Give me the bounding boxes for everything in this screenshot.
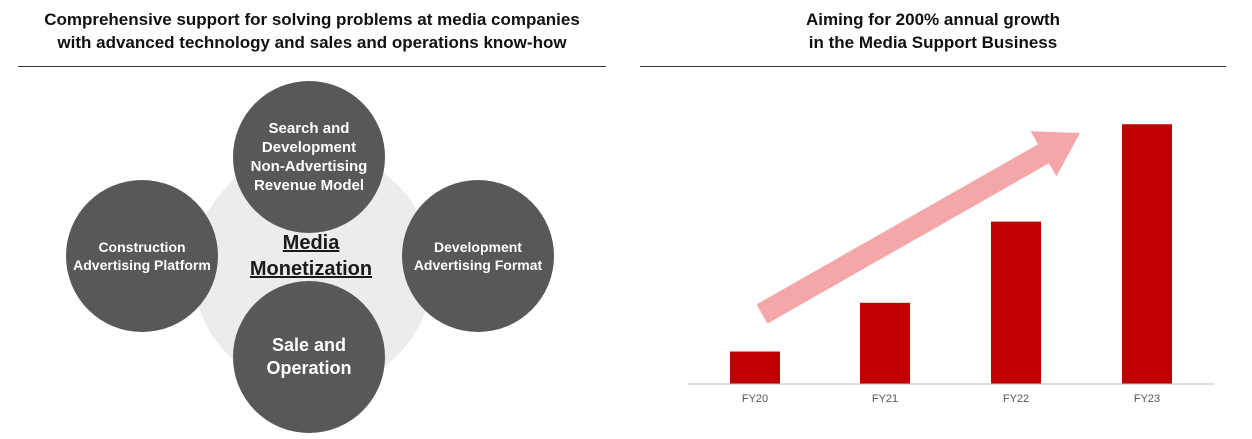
bar-fy23 — [1122, 124, 1172, 384]
trend-arrow-icon — [756, 131, 1080, 324]
right-title-divider — [640, 66, 1226, 67]
node-right-label: Development Advertising Format — [413, 239, 543, 273]
x-tick-label-fy20: FY20 — [742, 393, 768, 405]
left-panel-title: Comprehensive support for solving proble… — [44, 10, 580, 52]
x-tick-label-fy21: FY21 — [872, 393, 898, 405]
center-label-media-monetization: Media Monetization — [249, 232, 373, 280]
node-construction-advertising-platform: Construction Advertising Platform — [66, 180, 218, 332]
x-tick-label-fy22: FY22 — [1003, 393, 1029, 405]
node-top-label: Search and Development Non-Advertising R… — [250, 120, 368, 194]
trend-arrow-shape — [756, 131, 1080, 324]
bar-fy21 — [860, 302, 910, 384]
node-bottom-label: Sale and Operation — [266, 335, 352, 378]
node-sale-and-operation: Sale and Operation — [233, 281, 385, 433]
bar-fy22 — [991, 221, 1041, 384]
node-non-advertising-revenue-model: Search and Development Non-Advertising R… — [233, 81, 385, 233]
right-panel-title: Aiming for 200% annual growth in the Med… — [805, 10, 1061, 52]
x-tick-label-fy23: FY23 — [1134, 393, 1160, 405]
left-title-divider — [18, 66, 606, 67]
growth-bar-chart: FY20 FY21 FY22 FY23 — [688, 124, 1214, 405]
bar-fy20 — [730, 351, 780, 384]
node-left-label: Construction Advertising Platform — [73, 239, 211, 273]
node-development-advertising-format: Development Advertising Format — [402, 180, 554, 332]
